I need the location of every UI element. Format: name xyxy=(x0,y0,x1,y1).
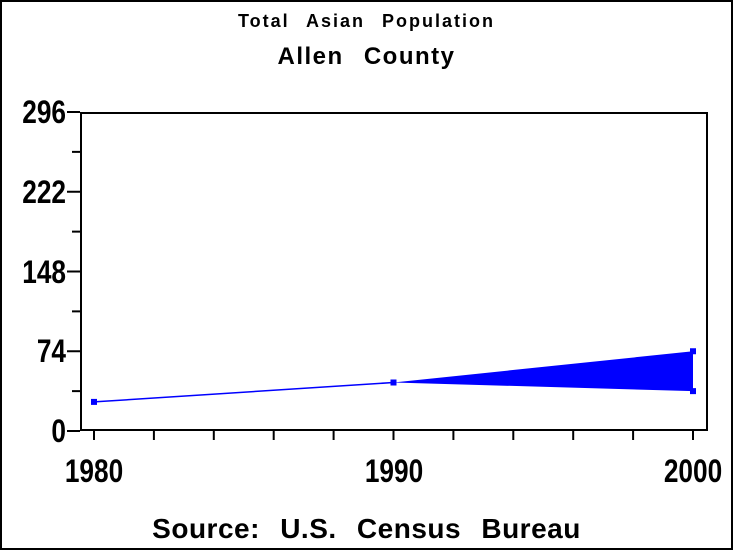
x-ticks xyxy=(93,431,694,440)
projection-fan xyxy=(393,351,693,392)
x-tick-label: 1990 xyxy=(364,453,423,489)
y-tick-label: 296 xyxy=(22,94,66,130)
chart-title: Total Asian Population xyxy=(238,11,495,31)
y-tick-label: 0 xyxy=(51,413,66,449)
y-tick-label: 148 xyxy=(22,253,66,290)
data-point-marker xyxy=(690,388,696,395)
data-markers xyxy=(91,348,696,405)
x-tick-label: 2000 xyxy=(663,453,723,489)
y-minor-ticks xyxy=(72,150,80,393)
source-footnote: Source: U.S. Census Bureau xyxy=(152,513,581,544)
y-tick-label: 222 xyxy=(22,173,66,210)
data-point-marker xyxy=(91,398,97,405)
data-point-marker xyxy=(390,379,397,386)
plot-area xyxy=(67,111,708,440)
data-point-marker xyxy=(690,348,696,355)
y-tick-label: 74 xyxy=(36,333,66,370)
observed-line xyxy=(93,381,394,403)
chart-subtitle: Allen County xyxy=(277,43,456,70)
axis-frame xyxy=(80,112,708,431)
y-major-ticks xyxy=(67,111,80,432)
x-tick-label: 1980 xyxy=(64,453,124,489)
